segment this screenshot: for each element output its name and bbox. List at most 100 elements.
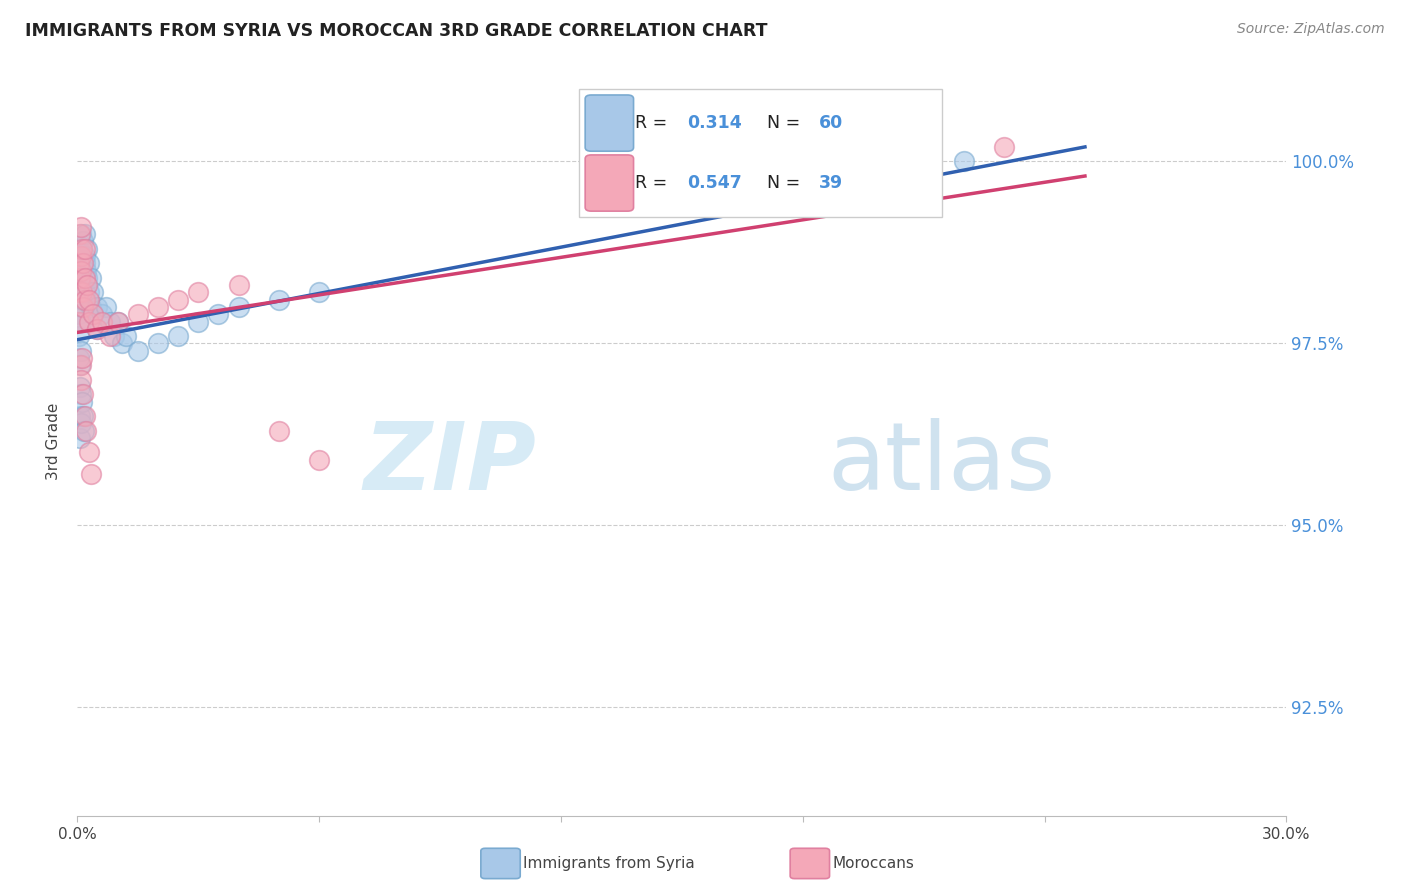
Point xyxy=(70,263,93,277)
Point xyxy=(70,271,93,285)
Point xyxy=(70,387,93,401)
Point xyxy=(70,373,93,387)
Point xyxy=(72,387,94,401)
Text: 39: 39 xyxy=(818,174,842,192)
Point xyxy=(86,322,108,336)
Point xyxy=(69,249,91,263)
Point xyxy=(76,278,98,293)
Point xyxy=(70,256,93,270)
Point xyxy=(70,343,93,358)
Point xyxy=(228,300,250,314)
Point xyxy=(98,314,121,328)
Point xyxy=(73,285,96,300)
Y-axis label: 3rd Grade: 3rd Grade xyxy=(46,403,62,480)
Point xyxy=(207,307,229,321)
Point xyxy=(67,307,90,321)
Point xyxy=(67,242,90,256)
Point xyxy=(75,227,97,242)
Text: atlas: atlas xyxy=(827,418,1056,510)
Point xyxy=(82,307,104,321)
Point xyxy=(111,336,134,351)
Point xyxy=(69,278,91,293)
Point xyxy=(75,256,97,270)
Point xyxy=(69,431,91,445)
Point xyxy=(67,256,90,270)
Point xyxy=(228,278,250,293)
Point xyxy=(67,285,90,300)
Point xyxy=(67,263,90,277)
Point xyxy=(69,271,91,285)
Point xyxy=(82,307,104,321)
Point xyxy=(69,409,91,423)
Point xyxy=(79,285,101,300)
Text: N =: N = xyxy=(766,114,806,132)
Text: Immigrants from Syria: Immigrants from Syria xyxy=(523,856,695,871)
Text: N =: N = xyxy=(766,174,806,192)
Point xyxy=(73,424,96,438)
Point xyxy=(308,285,330,300)
Point xyxy=(70,285,93,300)
Point xyxy=(75,424,97,438)
Point xyxy=(69,249,91,263)
Point xyxy=(80,300,103,314)
Point xyxy=(86,322,108,336)
Text: 60: 60 xyxy=(818,114,842,132)
Text: IMMIGRANTS FROM SYRIA VS MOROCCAN 3RD GRADE CORRELATION CHART: IMMIGRANTS FROM SYRIA VS MOROCCAN 3RD GR… xyxy=(25,22,768,40)
Point xyxy=(953,154,976,169)
Point xyxy=(79,256,101,270)
Point xyxy=(75,242,97,256)
Point xyxy=(993,140,1015,154)
Point xyxy=(69,227,91,242)
Point xyxy=(72,256,94,270)
Point xyxy=(75,293,97,307)
Point xyxy=(187,314,209,328)
FancyBboxPatch shape xyxy=(579,89,942,217)
Point xyxy=(70,394,93,409)
Point xyxy=(69,358,91,372)
Point xyxy=(69,358,91,372)
Point xyxy=(70,351,93,365)
Point xyxy=(167,329,190,343)
Point xyxy=(107,314,129,328)
Point xyxy=(75,263,97,277)
FancyBboxPatch shape xyxy=(585,155,634,211)
Point xyxy=(167,293,190,307)
Point xyxy=(114,329,136,343)
Text: R =: R = xyxy=(634,174,672,192)
Point xyxy=(267,293,290,307)
Text: 0.314: 0.314 xyxy=(686,114,741,132)
Point xyxy=(75,285,97,300)
Point xyxy=(98,329,121,343)
Point xyxy=(80,467,103,482)
Point xyxy=(67,314,90,328)
Point xyxy=(70,219,93,234)
Point xyxy=(69,314,91,328)
Point xyxy=(67,351,90,365)
Point xyxy=(90,307,112,321)
Point xyxy=(79,314,101,328)
Point xyxy=(72,293,94,307)
Point xyxy=(67,329,90,343)
Point xyxy=(70,417,93,431)
Point xyxy=(76,242,98,256)
Point xyxy=(76,271,98,285)
Point xyxy=(72,409,94,423)
Point xyxy=(308,452,330,467)
Point xyxy=(69,380,91,394)
Point xyxy=(94,300,117,314)
Point xyxy=(72,300,94,314)
Point xyxy=(187,285,209,300)
Point xyxy=(127,307,149,321)
Point xyxy=(267,424,290,438)
Point xyxy=(80,271,103,285)
Point xyxy=(73,271,96,285)
Point xyxy=(70,242,93,256)
Point xyxy=(107,314,129,328)
Point xyxy=(70,300,93,314)
Point xyxy=(70,285,93,300)
Point xyxy=(67,285,90,300)
Point xyxy=(146,300,169,314)
Text: 0.547: 0.547 xyxy=(686,174,741,192)
Point xyxy=(70,227,93,242)
Text: R =: R = xyxy=(634,114,672,132)
